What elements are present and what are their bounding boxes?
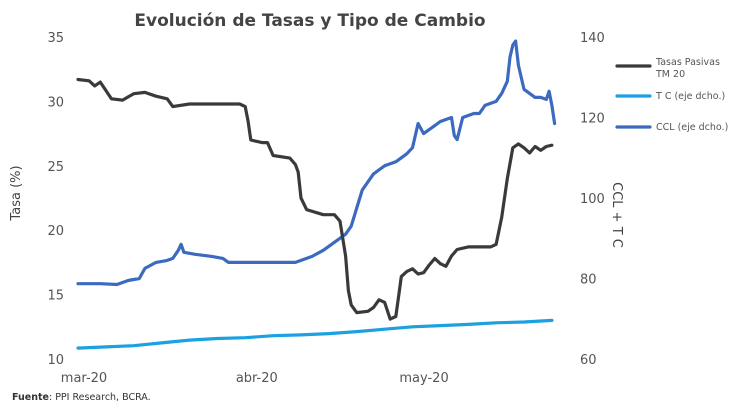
x-tick-label: may-20 [399, 371, 448, 386]
right-axis: 60 80 100 120 140 [580, 31, 605, 368]
series-line-2 [76, 39, 557, 287]
right-tick-label: 140 [580, 31, 605, 46]
plot-area [76, 39, 557, 350]
legend-label: Tasas Pasivas [655, 57, 720, 68]
right-tick-label: 120 [580, 112, 605, 127]
left-tick-label: 20 [47, 224, 64, 239]
x-axis: mar-20 abr-20 may-20 [61, 371, 449, 386]
source-label: Fuente [12, 392, 49, 403]
chart-title: Evolución de Tasas y Tipo de Cambio [134, 11, 485, 31]
left-tick-label: 35 [47, 31, 64, 46]
series-line-0 [76, 77, 554, 321]
left-tick-label: 10 [47, 353, 64, 368]
left-tick-label: 25 [47, 160, 64, 175]
legend-label: T C (eje dcho.) [655, 91, 725, 102]
right-tick-label: 100 [580, 192, 605, 207]
source-text: : PPI Research, BCRA. [49, 392, 151, 403]
left-axis: 10 15 20 25 30 35 [47, 31, 64, 368]
right-tick-label: 60 [580, 353, 597, 368]
source-note: Fuente: PPI Research, BCRA. [12, 392, 151, 403]
legend-label: CCL (eje dcho.) [656, 122, 728, 133]
right-tick-label: 80 [580, 273, 597, 288]
x-tick-label: mar-20 [61, 371, 107, 386]
legend-label: TM 20 [655, 69, 685, 80]
series-line-1 [76, 318, 554, 350]
left-tick-label: 15 [47, 289, 64, 304]
left-tick-label: 30 [47, 95, 64, 110]
right-axis-title: CCL + T C [609, 182, 624, 248]
x-tick-label: abr-20 [236, 371, 278, 386]
left-axis-title: Tasa (%) [9, 165, 24, 221]
